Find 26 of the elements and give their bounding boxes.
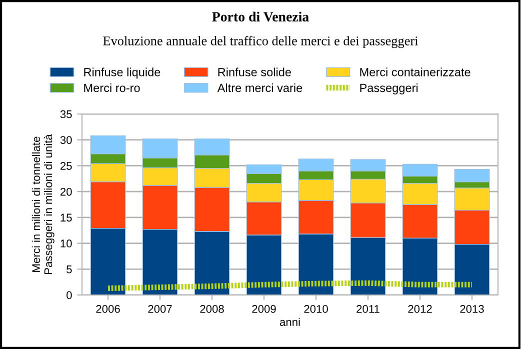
x-tick-label: 2009: [252, 305, 276, 313]
x-tick-label: 2007: [148, 305, 172, 313]
x-axis-title: anni: [280, 318, 300, 326]
x-tick-label: 2010: [304, 305, 328, 313]
x-tick-label: 2012: [408, 305, 432, 313]
y-tick-label: 30: [60, 136, 72, 144]
x-tick-label: 2011: [356, 305, 380, 313]
legend-label: Rinfuse solide: [218, 68, 291, 76]
chart-title: Porto di Venezia: [212, 12, 309, 22]
x-tick-label: 2006: [96, 305, 120, 313]
y-tick-label: 20: [60, 188, 72, 196]
y-tick-label: 25: [60, 162, 72, 170]
legend-label: Merci ro-ro: [84, 83, 140, 92]
y-tick-label: 0: [66, 291, 72, 300]
x-tick-label: 2008: [200, 305, 224, 313]
y-tick-label: 35: [60, 110, 72, 118]
legend-label: Altre merci varie: [217, 83, 302, 92]
y-axis-title: Merci in milioni di tonnellate Passeggeri in milioni di unità: [32, 134, 54, 274]
legend-label: Passeggeri: [360, 83, 418, 94]
chart-subtitle: Evoluzione annuale del traffico delle merci e dei passeggeri: [103, 36, 418, 48]
x-tick-label: 2013: [460, 305, 484, 313]
legend-label: Rinfuse liquide: [84, 68, 160, 79]
legend-label: Merci containerizzate: [360, 68, 470, 76]
y-tick-label: 10: [60, 240, 72, 248]
y-tick-label: 15: [60, 214, 72, 222]
y-tick-label: 5: [66, 266, 72, 274]
